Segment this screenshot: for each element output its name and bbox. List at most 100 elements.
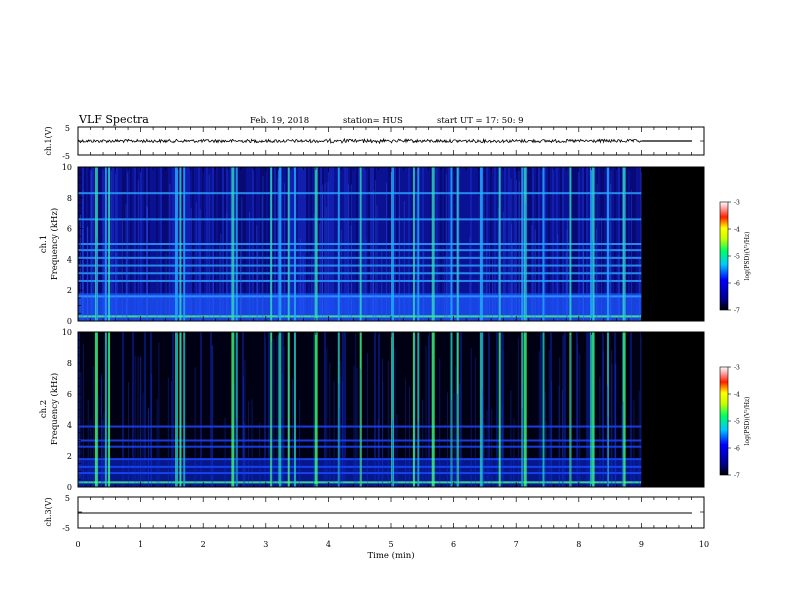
spectrogram-column bbox=[378, 332, 380, 487]
spectrogram-column bbox=[386, 332, 388, 487]
spectrogram-column bbox=[302, 332, 304, 487]
spectral-streak bbox=[339, 376, 341, 487]
spectral-streak bbox=[486, 410, 488, 487]
spectral-streak bbox=[602, 350, 604, 487]
spectral-streak bbox=[566, 218, 568, 321]
spectral-streak bbox=[614, 364, 616, 487]
spectrogram-column bbox=[84, 332, 86, 487]
spectrogram-column bbox=[460, 332, 462, 487]
spectral-streak bbox=[300, 238, 302, 321]
spectrogram-column bbox=[512, 332, 514, 487]
vertical-burst bbox=[94, 167, 98, 321]
spectrogram-column bbox=[526, 332, 528, 487]
vertical-burst bbox=[231, 167, 235, 321]
spectrogram-column bbox=[610, 332, 612, 487]
spectrogram-column bbox=[394, 332, 396, 487]
vertical-burst bbox=[231, 332, 235, 487]
x-tick-label: 10 bbox=[699, 540, 709, 549]
x-tick-label: 7 bbox=[514, 540, 519, 549]
spectral-streak bbox=[199, 249, 201, 321]
spectrogram-column bbox=[380, 332, 382, 487]
spectrogram-column bbox=[402, 332, 404, 487]
spectrogram-column bbox=[636, 332, 638, 487]
spectrogram-column bbox=[334, 332, 336, 487]
spectral-streak bbox=[353, 365, 355, 487]
spectrogram-column bbox=[400, 332, 402, 487]
spectrogram-column bbox=[632, 332, 634, 487]
spectrogram-column bbox=[324, 332, 326, 487]
x-tick-label: 1 bbox=[138, 540, 143, 549]
vertical-burst bbox=[179, 167, 182, 321]
x-tick-label: 6 bbox=[451, 540, 456, 549]
spectrogram-column bbox=[122, 332, 124, 487]
ch2-colorbar-gradient bbox=[719, 366, 729, 476]
spectral-streak bbox=[447, 392, 449, 487]
colorbar-tick-label: -7 bbox=[734, 308, 740, 315]
spectrogram-column bbox=[474, 332, 476, 487]
spectrogram-column bbox=[492, 332, 494, 487]
spectral-streak bbox=[391, 419, 393, 487]
vertical-burst bbox=[569, 332, 572, 487]
colorbar-tick-label: -3 bbox=[734, 365, 740, 372]
spectral-streak bbox=[289, 192, 291, 321]
vertical-burst bbox=[569, 167, 572, 321]
spectrogram-column bbox=[366, 332, 368, 487]
spectrogram-column bbox=[638, 332, 640, 487]
ch2-spec-ylabel-frequency: Frequency (kHz) bbox=[49, 373, 60, 445]
spectrogram-column bbox=[416, 332, 418, 487]
spectrogram-column bbox=[588, 332, 590, 487]
spectrogram-column bbox=[616, 332, 618, 487]
spectrogram-column bbox=[326, 332, 328, 487]
spectrogram-column bbox=[238, 332, 240, 487]
spectrogram-column bbox=[534, 332, 536, 487]
ch2-colorbar-label: log(PSD)(V²/Hz) bbox=[744, 397, 751, 446]
spectrogram-column bbox=[246, 332, 248, 487]
vertical-burst bbox=[456, 167, 459, 321]
spectrogram-column bbox=[292, 332, 294, 487]
ch1-colorbar-ticks: -3 -4 -5 -6 -7 bbox=[728, 200, 740, 315]
vertical-burst bbox=[521, 332, 524, 487]
spectral-streak bbox=[610, 170, 612, 321]
ch1-colorbar: -3 -4 -5 -6 -7 log(PSD)(V²/Hz) bbox=[719, 200, 751, 315]
spectrogram-column bbox=[88, 332, 90, 487]
spectral-streak bbox=[631, 189, 633, 321]
vertical-burst bbox=[293, 332, 296, 487]
spectrogram-column bbox=[308, 332, 310, 487]
ch1-ylabel: ch.1(V) bbox=[44, 126, 53, 155]
spectrogram-column bbox=[472, 332, 474, 487]
spectral-streak bbox=[87, 399, 89, 487]
spectral-streak bbox=[633, 400, 635, 487]
vertical-burst bbox=[606, 332, 609, 487]
spectrogram-column bbox=[190, 332, 192, 487]
spectral-streak bbox=[579, 354, 581, 487]
spectral-streak bbox=[96, 253, 98, 321]
vertical-burst bbox=[542, 332, 545, 487]
spectrogram-column bbox=[442, 332, 444, 487]
spectrogram-column bbox=[350, 332, 352, 487]
vertical-burst bbox=[417, 332, 420, 487]
spectral-streak bbox=[599, 377, 601, 487]
vertical-burst bbox=[108, 332, 111, 487]
spectrogram-column bbox=[516, 332, 518, 487]
spectral-streak bbox=[195, 202, 197, 321]
spectral-streak bbox=[242, 376, 244, 487]
colorbar-tick-label: -4 bbox=[734, 227, 740, 234]
spectral-streak bbox=[502, 350, 504, 487]
spectral-streak bbox=[259, 422, 261, 487]
vertical-burst bbox=[314, 167, 318, 321]
spectrogram-column bbox=[370, 332, 372, 487]
x-tick-label: 9 bbox=[639, 540, 644, 549]
spectrogram-column bbox=[562, 332, 564, 487]
spectral-streak bbox=[521, 408, 523, 487]
spectrogram-column bbox=[336, 332, 338, 487]
spectral-streak bbox=[569, 334, 571, 487]
y-tick-label: 6 bbox=[67, 225, 72, 234]
spectrogram-column bbox=[388, 332, 390, 487]
spectral-streak bbox=[78, 416, 80, 487]
spectrogram-column bbox=[514, 332, 516, 487]
spectral-streak bbox=[281, 373, 283, 487]
spectrogram-column bbox=[330, 332, 332, 487]
spectrogram-column bbox=[276, 332, 278, 487]
spectrogram-column bbox=[296, 332, 298, 487]
vertical-burst bbox=[622, 167, 626, 321]
